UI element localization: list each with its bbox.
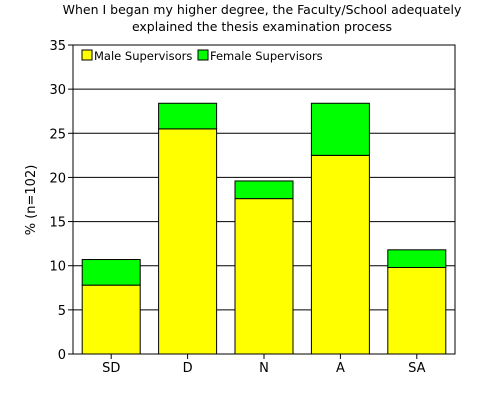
y-tick-label: 10 [49,260,66,275]
bar-sd-female [81,259,141,286]
bar-sa-male [387,266,447,355]
y-tick-label: 0 [58,348,66,363]
legend-swatch-male [81,49,93,61]
x-tick-label: A [336,361,345,376]
x-tick-label: N [259,361,269,376]
legend-label-female: Female Supervisors [210,49,323,63]
y-tick-label: 25 [49,127,66,142]
bar-sa-female [387,249,447,268]
legend: Male Supervisors Female Supervisors [81,49,323,63]
y-tick-label: 35 [49,39,66,54]
plot-frame [72,44,456,355]
y-tick-label: 15 [49,216,66,231]
bar-sd-male [81,284,141,355]
bar-a-male [310,154,370,355]
bar-n-female [234,180,294,200]
bar-a-female [310,102,370,156]
chart-title-line-1: When I began my higher degree, the Facul… [63,2,462,17]
bar-n-male [234,198,294,355]
legend-swatch-female [197,49,209,61]
legend-label-male: Male Supervisors [94,49,192,63]
x-tick-label: SD [102,361,120,376]
y-axis-label: % (n=102) [24,165,39,236]
y-tick-label: 20 [49,171,66,186]
bar-d-female [158,102,218,130]
x-tick-label: SA [408,361,425,376]
chart-title-line-2: explained the thesis examination process [132,19,392,34]
bar-d-male [158,128,218,355]
y-tick-label: 5 [58,304,66,319]
plot-area: 0 5 10 15 20 25 30 35 SD D N A SA Male Supervisors Fem… [49,39,456,376]
x-tick-label: D [183,361,193,376]
y-tick-label: 30 [49,83,66,98]
